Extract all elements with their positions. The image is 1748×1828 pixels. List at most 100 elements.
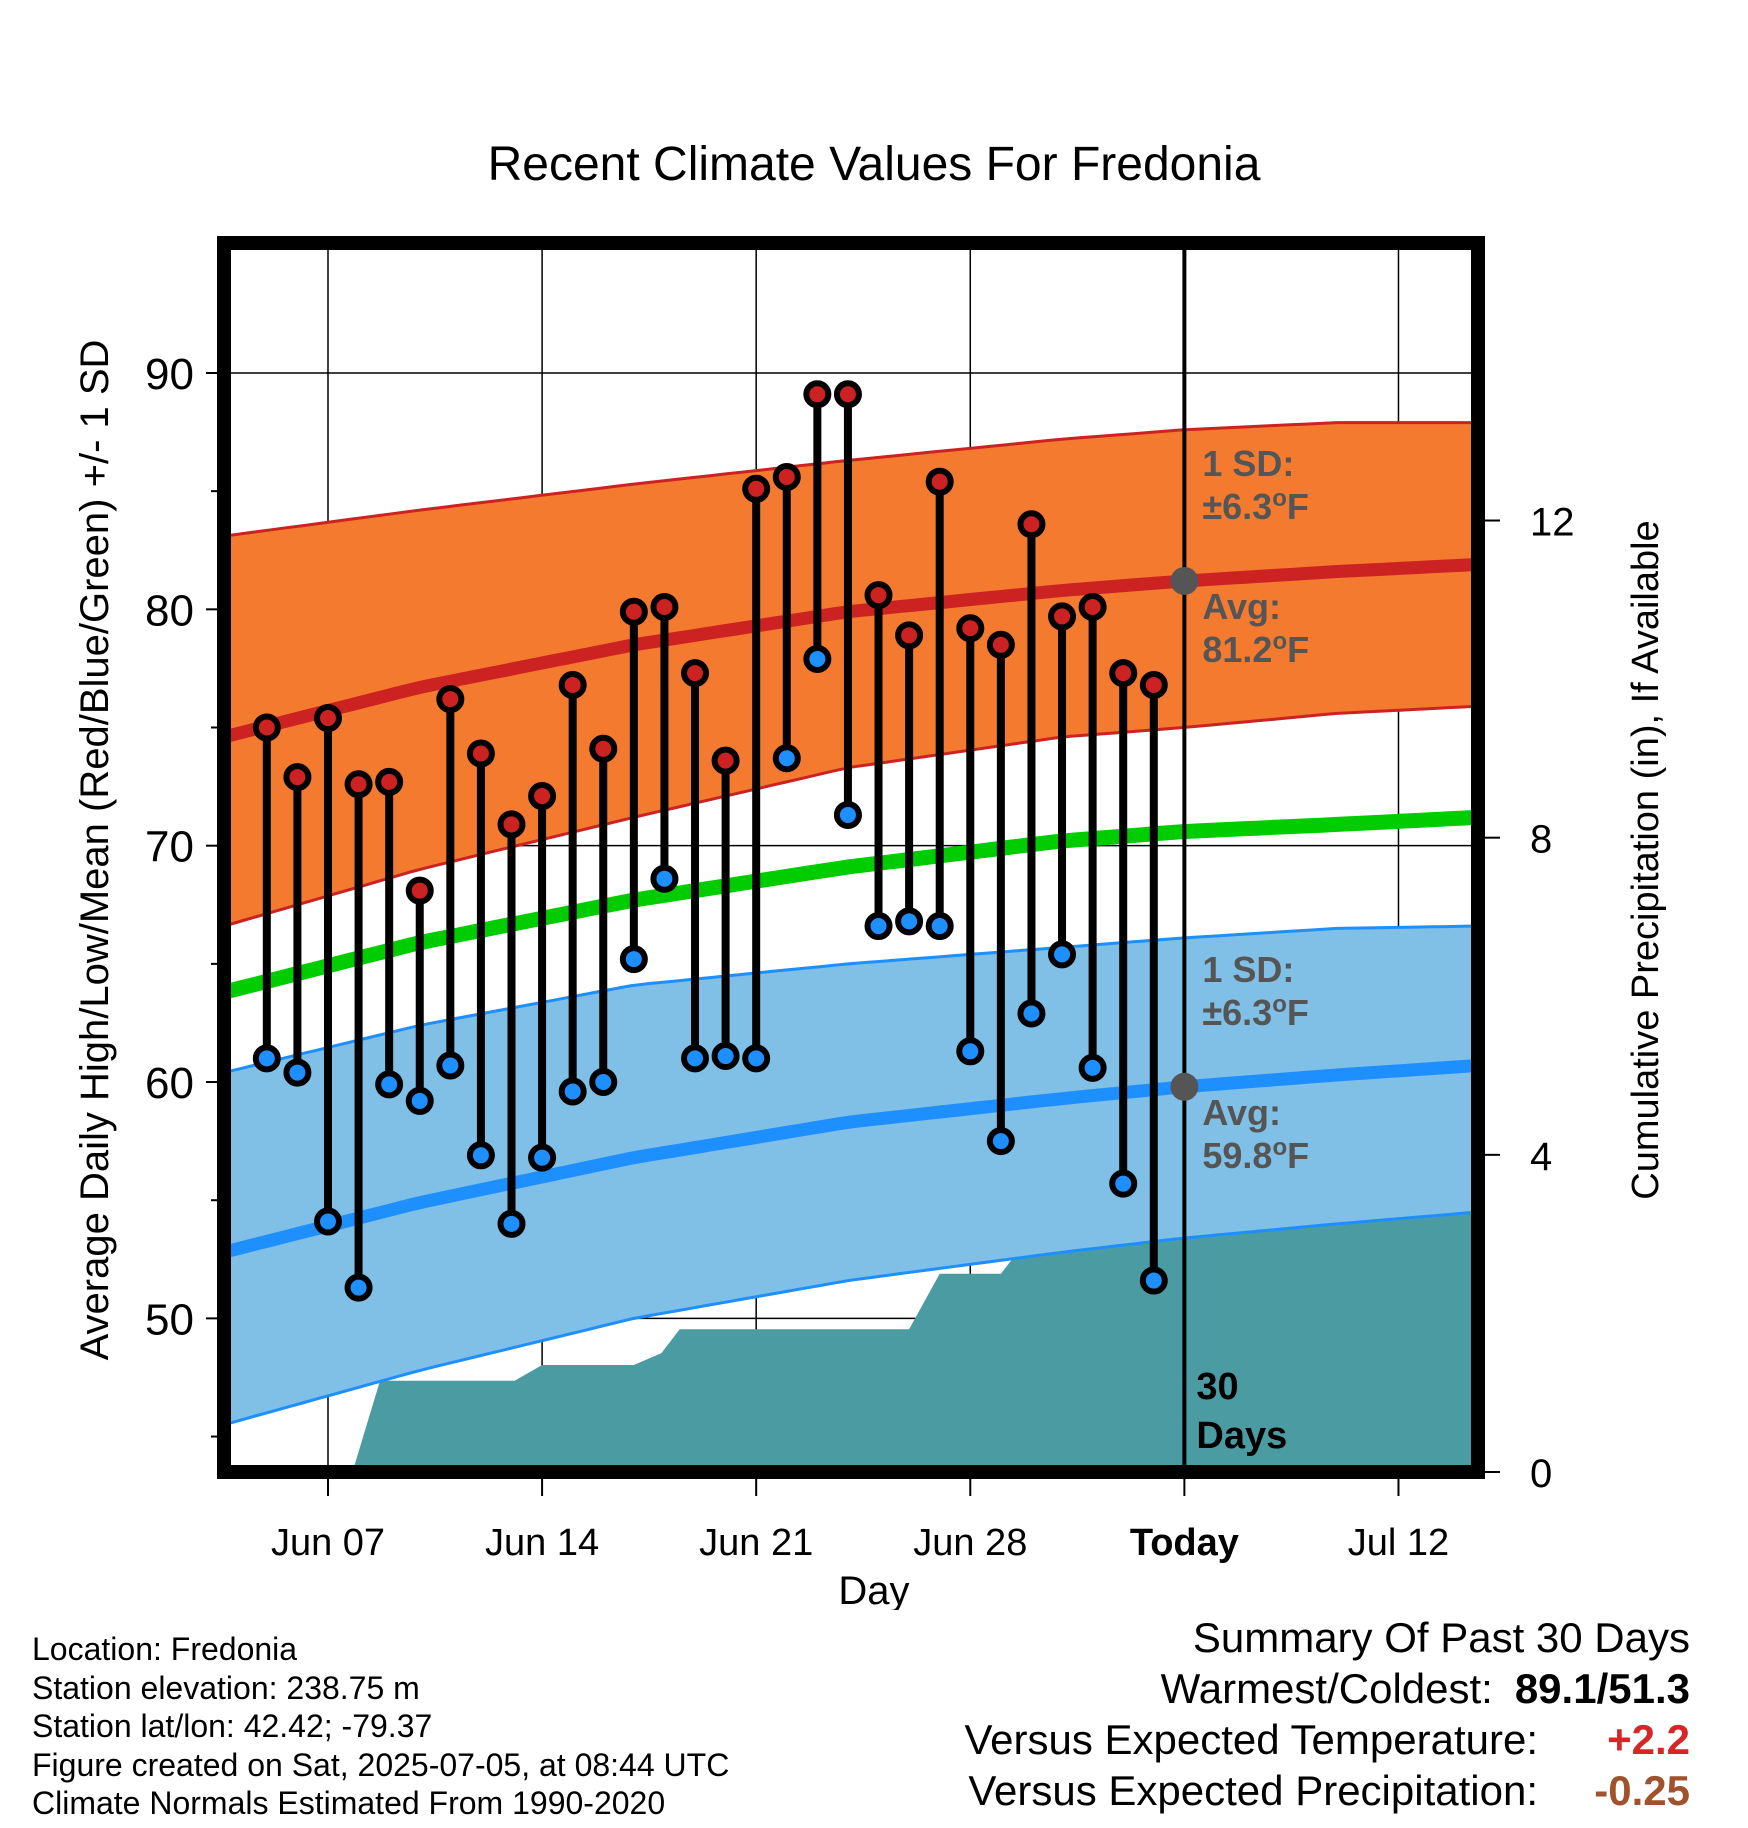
obs-low-point — [405, 1086, 434, 1115]
summary-title: Summary Of Past 30 Days — [1192, 1614, 1690, 1661]
y-tick-label-right: 4 — [1530, 1135, 1552, 1179]
temp-anomaly-row: Versus Expected Temperature: +2.2 — [964, 1714, 1690, 1765]
normal-low-upper-edge — [224, 924, 1478, 1075]
temp-unit: F — [1287, 992, 1309, 1033]
summary-panel: Summary Of Past 30 Days Warmest/Coldest:… — [964, 1612, 1690, 1816]
plot-frame — [217, 236, 1485, 1479]
obs-high-point — [681, 659, 710, 688]
obs-high-point — [742, 474, 771, 503]
obs-high-point — [313, 704, 342, 733]
y-tick-label-right: 8 — [1530, 818, 1552, 862]
low-avg-label-text: Avg: — [1202, 1092, 1281, 1133]
days-text-label: Days — [1196, 1415, 1287, 1457]
obs-low-point — [252, 1044, 281, 1073]
obs-low-point — [711, 1042, 740, 1071]
elevation-text: Station elevation: 238.75 m — [32, 1669, 420, 1706]
obs-high-point — [497, 810, 526, 839]
temp-unit: F — [1287, 486, 1309, 527]
obs-low-point — [497, 1209, 526, 1238]
obs-low-point — [375, 1070, 404, 1099]
station-info: Location: Fredonia Station elevation: 23… — [32, 1630, 729, 1823]
high-sd-label: 1 SD: — [1202, 443, 1294, 484]
degree-sign: o — [1272, 484, 1287, 511]
x-axis-label: Day — [838, 1569, 909, 1610]
obs-low-point — [1017, 999, 1046, 1028]
obs-low-point — [1048, 940, 1077, 969]
obs-low-point — [681, 1044, 710, 1073]
obs-low-point — [313, 1207, 342, 1236]
degree-sign: o — [1272, 990, 1287, 1017]
obs-high-point — [1109, 659, 1138, 688]
obs-low-point — [619, 945, 648, 974]
y-tick-label-left: 50 — [145, 1295, 194, 1344]
high-avg-value: 81.2 — [1202, 629, 1272, 670]
obs-high-point — [895, 621, 924, 650]
y-tick-label-left: 80 — [145, 586, 194, 635]
obs-high-point — [528, 782, 557, 811]
obs-low-point — [283, 1058, 312, 1087]
low-avg-label: Avg: — [1202, 1092, 1281, 1133]
chart-title: Recent Climate Values For Fredonia — [488, 138, 1261, 191]
normal-mean-line — [224, 809, 1478, 1000]
precip-anomaly-row: Versus Expected Precipitation: -0.25 — [964, 1765, 1690, 1816]
high-sd-value: ±6.3 — [1202, 486, 1272, 527]
obs-high-point — [864, 581, 893, 610]
temp-anomaly-value: +2.2 — [1607, 1716, 1690, 1763]
obs-low-point — [589, 1068, 618, 1097]
y-tick-label-left: 70 — [145, 823, 194, 872]
obs-high-point — [375, 767, 404, 796]
climate-chart: Recent Climate Values For Fredonia 1 SD:… — [73, 138, 1667, 1610]
y-tick-label-left: 60 — [145, 1059, 194, 1108]
precipitation-area — [318, 1210, 1478, 1472]
warmest-coldest-value: 89.1/51.3 — [1514, 1665, 1690, 1712]
y-tick-label-right: 0 — [1530, 1452, 1552, 1496]
temp-unit: F — [1287, 1135, 1309, 1176]
created-text: Figure created on Sat, 2025-07-05, at 08… — [32, 1746, 730, 1783]
degree-sign: o — [1272, 627, 1287, 654]
low-sd-value: ±6.3 — [1202, 992, 1272, 1033]
low-sd-value-text: ±6.3oF — [1202, 990, 1308, 1033]
obs-low-point — [986, 1127, 1015, 1156]
warmest-coldest-row: Warmest/Coldest: 89.1/51.3 — [964, 1663, 1690, 1714]
obs-high-point — [986, 630, 1015, 659]
obs-high-point — [1048, 602, 1077, 631]
obs-high-point — [619, 597, 648, 626]
obs-high-point — [1139, 670, 1168, 699]
normal-low-lower-edge — [224, 1210, 1478, 1427]
precip-anomaly-value: -0.25 — [1594, 1767, 1690, 1814]
y-tick-label-left: 90 — [145, 350, 194, 399]
obs-high-point — [405, 876, 434, 905]
obs-low-point — [956, 1037, 985, 1066]
x-tick-label: Jun 21 — [699, 1522, 813, 1564]
y-tick-label-right: 12 — [1530, 501, 1575, 545]
obs-low-point — [650, 864, 679, 893]
high-avg-label-text: Avg: — [1202, 586, 1281, 627]
warmest-coldest-label: Warmest/Coldest: — [1160, 1665, 1493, 1712]
obs-low-point — [925, 912, 954, 941]
latlon-text: Station lat/lon: 42.42; -79.37 — [32, 1708, 433, 1744]
low-avg-marker — [1170, 1072, 1199, 1101]
precip-anomaly-label: Versus Expected Precipitation: — [968, 1767, 1538, 1814]
obs-low-point — [803, 644, 832, 673]
obs-low-point — [1078, 1053, 1107, 1082]
obs-low-point — [344, 1273, 373, 1302]
obs-low-point — [864, 912, 893, 941]
obs-high-point — [833, 380, 862, 409]
obs-low-point — [742, 1044, 771, 1073]
y-axis-label-left: Average Daily High/Low/Mean (Red/Blue/Gr… — [73, 340, 117, 1361]
obs-low-point — [528, 1143, 557, 1172]
low-sd-label: 1 SD: — [1202, 949, 1294, 990]
obs-high-point — [252, 713, 281, 742]
obs-high-point — [466, 739, 495, 768]
obs-high-point — [283, 763, 312, 792]
obs-high-point — [436, 685, 465, 714]
obs-low-point — [436, 1051, 465, 1080]
obs-high-point — [344, 770, 373, 799]
low-avg-value: 59.8 — [1202, 1135, 1272, 1176]
high-avg-value-text: 81.2oF — [1202, 627, 1309, 670]
high-sd-label-text: 1 SD: — [1202, 443, 1294, 484]
x-tick-label: Jun 07 — [271, 1522, 385, 1564]
normal-low-band — [224, 926, 1478, 1425]
